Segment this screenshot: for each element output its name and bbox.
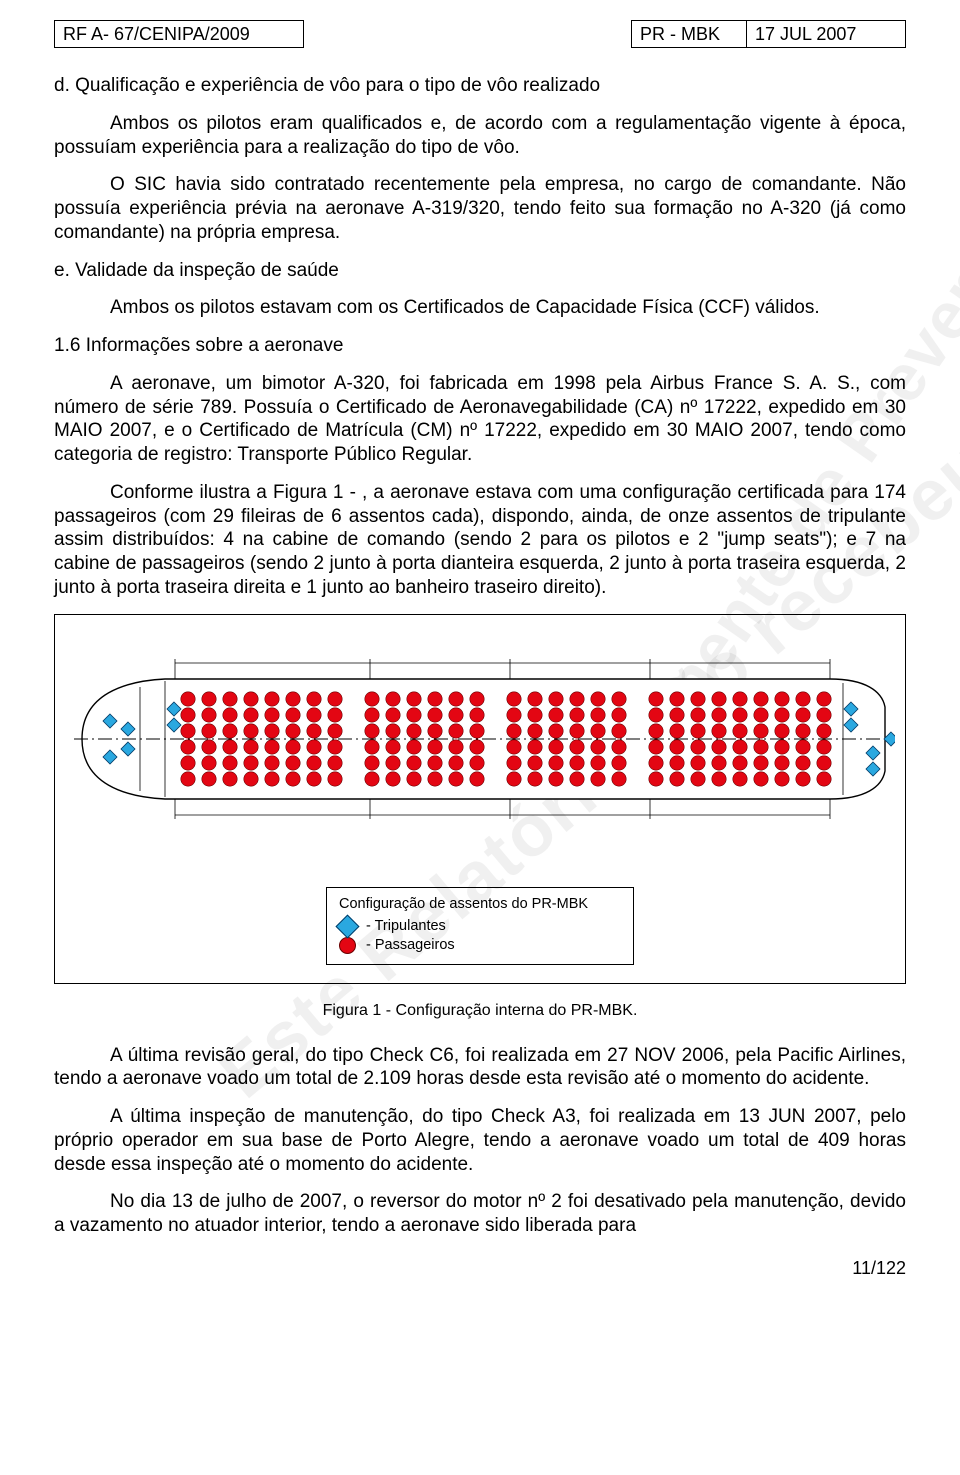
section-1-6-label: 1.6 Informações sobre a aeronave [54,334,906,358]
header-doc-ref: RF A- 67/CENIPA/2009 [54,20,304,48]
legend-title: Configuração de assentos do PR-MBK [339,896,621,912]
section-1-6-p2: Conforme ilustra a Figura 1 - , a aerona… [54,481,906,600]
legend-row-crew: - Tripulantes [339,918,621,935]
header-spacer [304,20,631,48]
figure-1-caption: Figura 1 - Configuração interna do PR-MB… [54,1002,906,1020]
document-page: Este Relatório não recebeu indisponibili… [0,0,960,1309]
section-e-label: e. Validade da inspeção de saúde [54,259,906,283]
header-row: RF A- 67/CENIPA/2009 PR - MBK 17 JUL 200… [54,20,906,48]
section-e-p1: Ambos os pilotos estavam com os Certific… [54,296,906,320]
section-d-p2: O SIC havia sido contratado recentemente… [54,173,906,244]
after-p1: A última revisão geral, do tipo Check C6… [54,1044,906,1092]
legend-box: Configuração de assentos do PR-MBK - Tri… [326,887,634,965]
legend-row-pax: - Passageiros [339,937,621,954]
figure-1-box: Configuração de assentos do PR-MBK - Tri… [54,614,906,984]
pax-circle-icon [339,937,356,954]
section-d-p1: Ambos os pilotos eram qualificados e, de… [54,112,906,160]
section-d-label: d. Qualificação e experiência de vôo par… [54,74,906,98]
page-number: 11/122 [54,1258,906,1279]
crew-diamond-icon [335,914,359,938]
legend-pax-label: - Passageiros [366,937,455,953]
section-1-6-p1: A aeronave, um bimotor A-320, foi fabric… [54,372,906,467]
after-p3: No dia 13 de julho de 2007, o reversor d… [54,1190,906,1238]
aircraft-svg [65,629,895,849]
after-p2: A última inspeção de manutenção, do tipo… [54,1105,906,1176]
header-date: 17 JUL 2007 [746,20,906,48]
header-registration: PR - MBK [631,20,746,48]
legend-crew-label: - Tripulantes [366,918,446,934]
aircraft-diagram [65,629,895,849]
